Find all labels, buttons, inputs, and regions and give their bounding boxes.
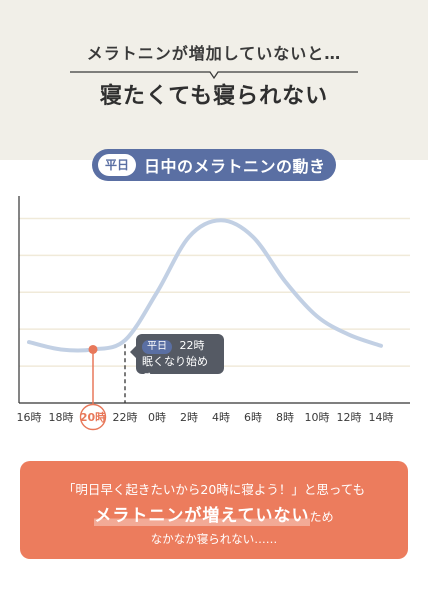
x-tick-label: 18時: [49, 411, 74, 424]
callout-text: 眠くなり始める: [142, 355, 208, 384]
x-tick-label: 10時: [305, 411, 330, 424]
note-line-2-tail: ため: [309, 510, 334, 524]
note-line-3: なかなか寝られない……: [150, 532, 278, 546]
speech-divider: [70, 71, 358, 80]
x-tick-label: 20時: [80, 410, 106, 424]
x-tick-label: 0時: [148, 411, 166, 424]
x-tick-label: 6時: [244, 411, 262, 424]
explanation-box: 「明日早く起きたいから20時に寝よう！」と思っても メラトニンが増えていないため…: [20, 461, 408, 559]
callout-weekday-tag: 平日: [142, 340, 172, 354]
melatonin-chart: 16時 18時 20時 22時 0時 2時 4時 6時 8時 10時 12時 14時: [17, 196, 410, 431]
x-tick-label: 22時: [113, 411, 138, 424]
x-tick-label: 2時: [180, 411, 198, 424]
header: メラトニンが増加していないと… 寝たくても寝られない: [0, 0, 428, 160]
bedtime-marker-dot: [88, 344, 98, 354]
callout-time: 22時: [179, 339, 205, 352]
series-line: [27, 218, 383, 353]
x-tick-label: 12時: [337, 411, 362, 424]
x-tick-label: 8時: [276, 411, 294, 424]
main-title: 寝たくても寝られない: [99, 84, 329, 109]
chart-title-pill: 平日 日中のメラトニンの動き: [92, 149, 336, 181]
chart-title: 日中のメラトニンの動き: [144, 157, 326, 176]
note-line-2: メラトニンが増えていないため: [20, 501, 408, 526]
subtitle: メラトニンが増加していないと…: [86, 44, 342, 63]
note-emphasis: メラトニンが増えていない: [94, 506, 310, 526]
note-line-1: 「明日早く起きたいから20時に寝よう！」と思っても: [62, 482, 366, 497]
x-tick-label: 4時: [212, 411, 230, 424]
weekday-tag: 平日: [98, 154, 137, 176]
x-tick-label: 16時: [17, 411, 42, 424]
x-tick-label: 14時: [369, 411, 394, 424]
highlight-tick-circle: [79, 403, 107, 431]
sleepy-callout: 平日 22時 眠くなり始める: [130, 334, 224, 384]
